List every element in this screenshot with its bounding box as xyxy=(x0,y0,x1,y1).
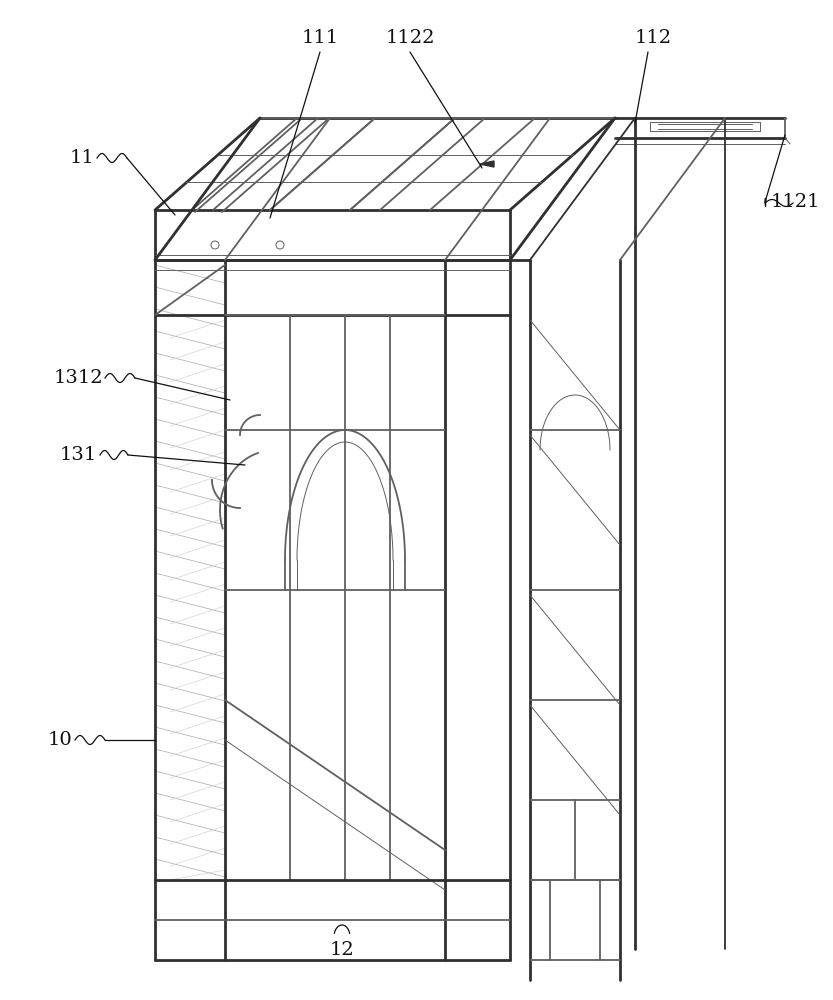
Text: 1312: 1312 xyxy=(53,369,102,387)
Polygon shape xyxy=(480,161,494,167)
Text: 1122: 1122 xyxy=(385,29,435,47)
Text: 11: 11 xyxy=(70,149,94,167)
Text: 112: 112 xyxy=(635,29,671,47)
Text: 111: 111 xyxy=(302,29,338,47)
Text: 1121: 1121 xyxy=(771,193,820,211)
Text: 131: 131 xyxy=(59,446,97,464)
Text: 10: 10 xyxy=(47,731,72,749)
Text: 12: 12 xyxy=(330,941,354,959)
